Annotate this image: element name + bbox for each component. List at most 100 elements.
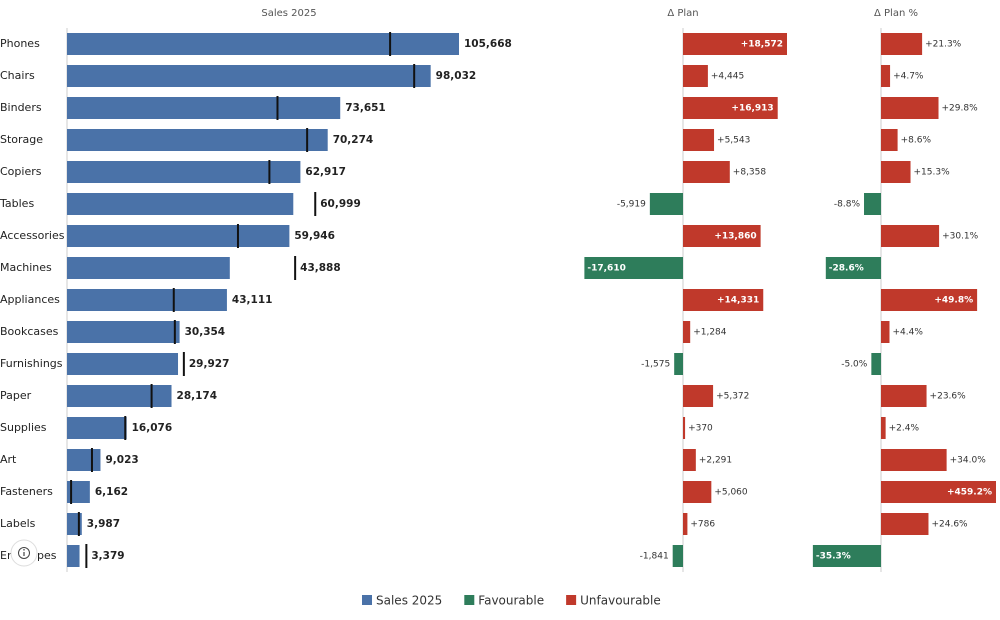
variance-bar [881, 129, 898, 151]
category-label: Machines [0, 261, 52, 274]
variance-label: +18,572 [741, 40, 783, 50]
category-label: Accessories [0, 229, 65, 242]
bar [67, 449, 101, 471]
variance-label: +34.0% [950, 456, 987, 466]
value-label: 6,162 [95, 486, 128, 498]
legend-swatch [464, 595, 475, 605]
bar [67, 257, 230, 279]
variance-label: +370 [688, 424, 713, 434]
legend-label: Favourable [478, 594, 544, 608]
variance-bar [683, 449, 696, 471]
info-glyph [23, 549, 25, 551]
category-label: Bookcases [0, 325, 59, 338]
bar [67, 385, 172, 407]
value-label: 30,354 [185, 326, 226, 338]
category-label: Storage [0, 133, 43, 146]
category-label: Tables [0, 197, 34, 210]
marks [67, 32, 996, 568]
bar [67, 545, 80, 567]
variance-label: +2,291 [699, 456, 732, 466]
value-label: 105,668 [464, 38, 512, 50]
bar [67, 353, 179, 375]
value-label: 59,946 [294, 230, 335, 242]
value-label: 43,888 [300, 262, 341, 274]
category-label: Labels [0, 517, 36, 530]
category-label: Phones [0, 37, 40, 50]
variance-label: +13,860 [714, 232, 756, 242]
value-label: 62,917 [305, 166, 346, 178]
bar [67, 161, 301, 183]
variance-label: +5,543 [717, 136, 750, 146]
variance-bar [812, 545, 881, 567]
variance-bar [649, 193, 683, 215]
variance-bar [683, 417, 686, 439]
pct-marks [812, 33, 996, 567]
bar [67, 193, 294, 215]
panel-title: Sales 2025 [261, 8, 316, 19]
variance-label: +2.4% [889, 424, 920, 434]
variance-bar [683, 385, 714, 407]
variance-label: -5,919 [617, 200, 646, 210]
variance-label: +49.8% [934, 296, 973, 306]
variance-bar [881, 161, 911, 183]
bar [67, 289, 227, 311]
category-label: Copiers [0, 165, 42, 178]
info-button[interactable] [10, 539, 38, 567]
bar [67, 417, 127, 439]
bar [67, 481, 90, 503]
variance-label: +1,284 [693, 328, 727, 338]
variance-bar [825, 257, 881, 279]
category-label: Art [0, 453, 17, 466]
variance-bar [674, 353, 683, 375]
category-label: Binders [0, 101, 42, 114]
bar [67, 97, 341, 119]
category-label: Paper [0, 389, 32, 402]
variance-label: -35.3% [816, 552, 851, 562]
value-label: 73,651 [345, 102, 386, 114]
legend-label: Sales 2025 [376, 594, 442, 608]
value-label: 16,076 [132, 422, 173, 434]
variance-label: +5,060 [714, 488, 748, 498]
variance-bar [881, 385, 927, 407]
variance-label: +15.3% [914, 168, 951, 178]
panel-title: Δ Plan % [874, 8, 918, 19]
labels: Phones 105,668 Chairs 98,032 Binders 73,651 St… [0, 37, 992, 562]
variance-bar [584, 257, 683, 279]
bar [67, 129, 328, 151]
value-label: 70,274 [333, 134, 374, 146]
variance-bar [683, 321, 691, 343]
value-label: 9,023 [105, 454, 138, 466]
value-label: 28,174 [177, 390, 218, 402]
variance-bar [881, 65, 891, 87]
value-label: 43,111 [232, 294, 273, 306]
variance-bar [881, 449, 947, 471]
bar [67, 65, 431, 87]
variance-label: -5.0% [841, 360, 868, 370]
bar [67, 225, 290, 247]
category-label: Fasteners [0, 485, 53, 498]
variance-label: +21.3% [925, 40, 962, 50]
variance-bar [683, 481, 712, 503]
value-label: 60,999 [320, 198, 361, 210]
variance-label: +24.6% [931, 520, 968, 530]
variance-label: +4,445 [711, 72, 744, 82]
variance-bar [881, 289, 978, 311]
value-label: 98,032 [436, 70, 477, 82]
variance-bar [683, 513, 688, 535]
category-label: Supplies [0, 421, 47, 434]
variance-bar [672, 545, 683, 567]
value-label: 3,379 [91, 550, 124, 562]
variance-label: +459.2% [947, 488, 992, 498]
variance-bar [683, 289, 764, 311]
legend-swatch [362, 595, 372, 605]
variance-label: +786 [690, 520, 715, 530]
variance-label: +4.4% [892, 328, 923, 338]
variance-bar [683, 65, 708, 87]
bar [67, 33, 459, 55]
category-label: Chairs [0, 69, 35, 82]
variance-label: +14,331 [717, 296, 759, 306]
variance-bar [683, 129, 715, 151]
legend-swatch [566, 595, 577, 605]
variance-label: +29.8% [942, 104, 979, 114]
